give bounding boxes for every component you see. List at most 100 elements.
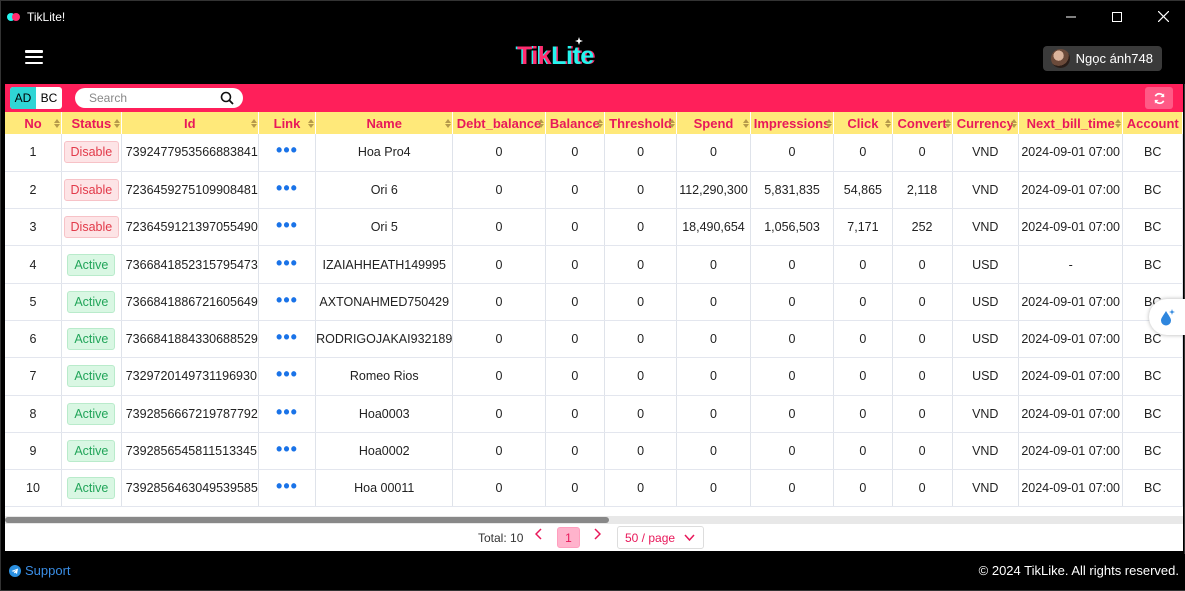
link-ellipsis-icon[interactable]: ••• bbox=[276, 140, 298, 161]
column-header-balance[interactable]: Balance bbox=[545, 112, 605, 134]
cell-value: 1 bbox=[29, 145, 37, 160]
link-ellipsis-icon[interactable]: ••• bbox=[276, 476, 298, 497]
cell-id: 7366841852315795473 bbox=[121, 245, 259, 284]
cell-threshold: 0 bbox=[604, 134, 678, 172]
link-ellipsis-icon[interactable]: ••• bbox=[276, 252, 298, 273]
ad-bc-toggle[interactable]: AD BC bbox=[10, 87, 62, 109]
cell-value: 0 bbox=[918, 406, 926, 421]
sort-icon[interactable] bbox=[742, 117, 749, 129]
refresh-button[interactable] bbox=[1145, 87, 1173, 109]
table-row[interactable]: 6 Active 7366841884330688529 ••• RODRIGOJAKA… bbox=[5, 320, 1183, 359]
sort-icon[interactable] bbox=[944, 117, 951, 129]
cell-value: 0 bbox=[637, 294, 645, 309]
link-ellipsis-icon[interactable]: ••• bbox=[276, 177, 298, 198]
column-header-status[interactable]: Status bbox=[61, 112, 122, 134]
column-header-impressions[interactable]: Impressions bbox=[750, 112, 835, 134]
cell-value: 112,290,300 bbox=[679, 182, 748, 197]
table-row[interactable]: 5 Active 7366841886721605649 ••• AXTONAHMED7… bbox=[5, 283, 1183, 321]
cell-id: 7236459275109908481 bbox=[121, 171, 259, 210]
search-input[interactable] bbox=[89, 91, 215, 105]
table-row[interactable]: 2 Disable 7236459275109908481 ••• Ori 6 0 0 0 11… bbox=[5, 171, 1183, 210]
toggle-bc[interactable]: BC bbox=[40, 91, 58, 105]
cell-click: 54,865 bbox=[833, 171, 893, 210]
cell-value: RODRIGOJAKAI932189 bbox=[316, 332, 453, 347]
cell-next-bill-time: 2024-09-01 07:00 bbox=[1018, 357, 1124, 396]
column-header-name[interactable]: Name bbox=[315, 112, 454, 134]
cell-value: 2024-09-01 07:00 bbox=[1021, 294, 1121, 309]
table-row[interactable]: 10 Active 7392856463049539585 ••• Hoa 00011 0… bbox=[5, 469, 1183, 508]
column-header-click[interactable]: Click bbox=[833, 112, 893, 134]
table-row[interactable]: 8 Active 7392856667219787792 ••• Hoa0003 0 0 0 0… bbox=[5, 395, 1183, 433]
search-icon[interactable] bbox=[220, 91, 234, 105]
sort-icon[interactable] bbox=[884, 117, 891, 129]
sort-icon[interactable] bbox=[54, 117, 61, 129]
link-ellipsis-icon[interactable]: ••• bbox=[276, 364, 298, 385]
minimize-button[interactable] bbox=[1048, 1, 1094, 32]
support-link[interactable]: Support bbox=[9, 563, 71, 578]
column-header-account[interactable]: Account bbox=[1122, 112, 1183, 134]
cell-value: 0 bbox=[571, 481, 579, 496]
column-header-no[interactable]: No bbox=[5, 112, 63, 134]
cell-value: 252 bbox=[911, 220, 933, 235]
cell-click: 0 bbox=[833, 134, 893, 172]
scrollbar-thumb[interactable] bbox=[5, 517, 609, 523]
table-row[interactable]: 9 Active 7392856545811513345 ••• Hoa0002 0 0 0 0… bbox=[5, 432, 1183, 471]
next-page-icon[interactable] bbox=[593, 528, 602, 543]
toggle-ad[interactable]: AD bbox=[10, 87, 36, 109]
close-button[interactable] bbox=[1140, 1, 1185, 32]
page-button-current[interactable]: 1 bbox=[557, 527, 580, 548]
link-ellipsis-icon[interactable]: ••• bbox=[276, 289, 298, 310]
cell-link: ••• bbox=[258, 469, 317, 508]
floating-assistant-button[interactable] bbox=[1149, 299, 1185, 335]
horizontal-scrollbar[interactable] bbox=[5, 516, 1183, 524]
column-header-convert[interactable]: Convert bbox=[892, 112, 953, 134]
column-header-debt-balance[interactable]: Debt_balance bbox=[452, 112, 546, 134]
table-row[interactable]: 7 Active 7329720149731196930 ••• Romeo Rios 0… bbox=[5, 357, 1183, 396]
cell-spend: 0 bbox=[676, 245, 751, 284]
sort-icon[interactable] bbox=[445, 117, 452, 129]
sort-icon[interactable] bbox=[596, 117, 603, 129]
cell-value: 0 bbox=[710, 332, 717, 347]
link-ellipsis-icon[interactable]: ••• bbox=[276, 439, 298, 460]
column-header-spend[interactable]: Spend bbox=[676, 112, 751, 134]
column-header-currency[interactable]: Currency bbox=[952, 112, 1019, 134]
cell-currency: VND bbox=[952, 395, 1019, 433]
sort-icon[interactable] bbox=[113, 117, 120, 129]
sort-icon[interactable] bbox=[1115, 117, 1122, 129]
link-ellipsis-icon[interactable]: ••• bbox=[276, 327, 298, 348]
table-header-row: No Status Id Link Name Debt_balance Balance Thr… bbox=[5, 112, 1183, 134]
cell-value: 0 bbox=[495, 332, 503, 347]
sort-icon[interactable] bbox=[250, 117, 257, 129]
cell-value: 0 bbox=[495, 220, 503, 235]
column-header-label: Spend bbox=[693, 115, 734, 131]
maximize-button[interactable] bbox=[1094, 1, 1140, 32]
table-row[interactable]: 3 Disable 7236459121397055490 ••• Ori 5 0 0 0 18… bbox=[5, 208, 1183, 247]
cell-currency: USD bbox=[952, 245, 1019, 284]
column-header-threshold[interactable]: Threshold bbox=[604, 112, 678, 134]
cell-next-bill-time: - bbox=[1018, 245, 1124, 284]
link-ellipsis-icon[interactable]: ••• bbox=[276, 401, 298, 422]
sort-icon[interactable] bbox=[669, 117, 676, 129]
table-row[interactable]: 4 Active 7366841852315795473 ••• IZAIAHHEATH… bbox=[5, 245, 1183, 284]
sort-icon[interactable] bbox=[1010, 117, 1017, 129]
cell-convert: 0 bbox=[892, 395, 953, 433]
cell-threshold: 0 bbox=[604, 245, 678, 284]
sort-icon[interactable] bbox=[826, 117, 833, 129]
cell-value: VND bbox=[972, 145, 999, 160]
column-header-id[interactable]: Id bbox=[121, 112, 259, 134]
sort-icon[interactable] bbox=[537, 117, 544, 129]
column-header-next-bill-time[interactable]: Next_bill_time bbox=[1018, 112, 1124, 134]
cell-link: ••• bbox=[258, 283, 317, 321]
link-ellipsis-icon[interactable]: ••• bbox=[276, 215, 298, 236]
column-header-label: Account bbox=[1126, 115, 1179, 131]
cell-link: ••• bbox=[258, 245, 317, 284]
sort-icon[interactable] bbox=[308, 117, 315, 129]
hamburger-menu-icon[interactable] bbox=[25, 50, 43, 64]
prev-page-icon[interactable] bbox=[534, 528, 543, 543]
accounts-table-container[interactable]: No Status Id Link Name Debt_balance Balance Thr… bbox=[5, 112, 1183, 516]
column-header-link[interactable]: Link bbox=[258, 112, 317, 134]
user-profile-button[interactable]: Ngọc ánh748 bbox=[1042, 46, 1162, 71]
page-size-select[interactable]: 50 / page bbox=[617, 526, 704, 549]
cell-name: Ori 5 bbox=[315, 208, 454, 247]
table-row[interactable]: 1 Disable 7392477953566883841 ••• Hoa Pro4 0 0… bbox=[5, 134, 1183, 172]
